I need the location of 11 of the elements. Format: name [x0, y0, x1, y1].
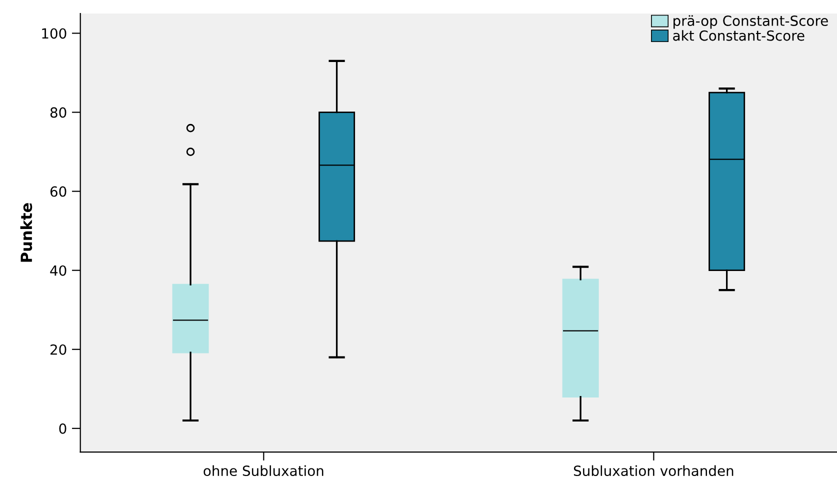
y-tick-label: 40 [50, 265, 66, 276]
x-tick-label: ohne Subluxation [204, 465, 324, 476]
y-axis-title: Punkte [20, 203, 32, 262]
legend-label: akt Constant-Score [673, 30, 804, 41]
y-tick-label: 80 [50, 107, 66, 118]
legend-label: prä-op Constant-Score [674, 15, 828, 29]
x-tick-label: Subluxation vorhanden [574, 465, 734, 476]
y-tick-label: 20 [50, 344, 66, 355]
y-tick-label: 60 [50, 186, 66, 197]
y-tick-label: 0 [59, 423, 66, 434]
y-tick-label: 100 [42, 28, 66, 39]
